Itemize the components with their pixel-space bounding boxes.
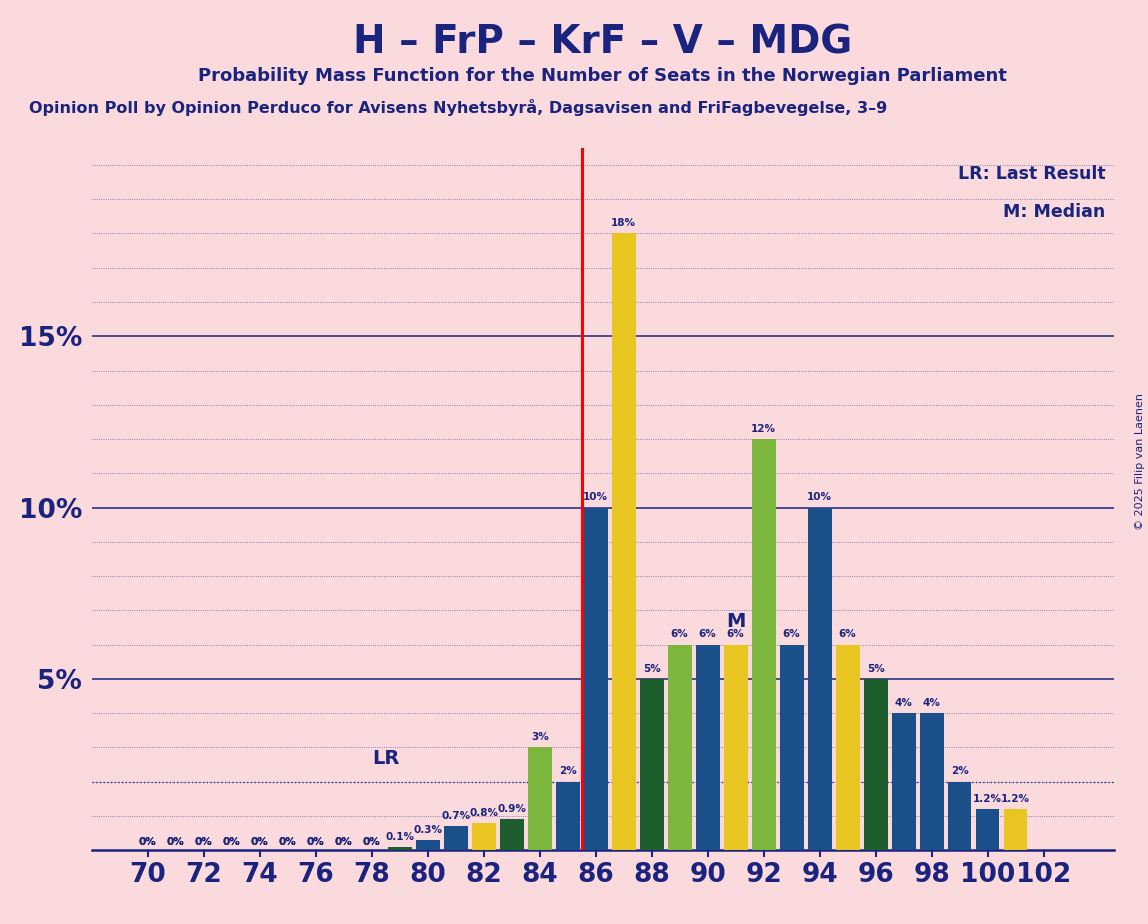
- Text: 0%: 0%: [307, 837, 325, 847]
- Text: 10%: 10%: [807, 492, 832, 503]
- Text: M: M: [726, 612, 745, 631]
- Text: 6%: 6%: [699, 629, 716, 639]
- Text: 0%: 0%: [279, 837, 296, 847]
- Bar: [779, 645, 804, 850]
- Text: 0.7%: 0.7%: [441, 811, 471, 821]
- Text: H – FrP – KrF – V – MDG: H – FrP – KrF – V – MDG: [354, 23, 852, 61]
- Text: 1.2%: 1.2%: [974, 794, 1002, 804]
- Bar: [556, 782, 580, 850]
- Text: 0%: 0%: [363, 837, 381, 847]
- Bar: [388, 846, 412, 850]
- Bar: [723, 645, 747, 850]
- Bar: [584, 507, 607, 850]
- Bar: [499, 820, 523, 850]
- Text: 4%: 4%: [894, 698, 913, 708]
- Bar: [612, 234, 636, 850]
- Text: LR: Last Result: LR: Last Result: [957, 165, 1106, 183]
- Text: 0.9%: 0.9%: [497, 804, 526, 814]
- Text: 0%: 0%: [251, 837, 269, 847]
- Text: M: Median: M: Median: [1003, 202, 1106, 221]
- Text: 3%: 3%: [530, 732, 549, 742]
- Text: 1.2%: 1.2%: [1001, 794, 1030, 804]
- Text: 0%: 0%: [139, 837, 156, 847]
- Bar: [639, 679, 664, 850]
- Text: 0%: 0%: [279, 837, 296, 847]
- Bar: [696, 645, 720, 850]
- Text: 0%: 0%: [223, 837, 241, 847]
- Bar: [752, 439, 776, 850]
- Text: 6%: 6%: [727, 629, 745, 639]
- Bar: [668, 645, 691, 850]
- Text: 2%: 2%: [559, 766, 576, 776]
- Text: 0%: 0%: [139, 837, 156, 847]
- Text: 0%: 0%: [166, 837, 185, 847]
- Bar: [976, 809, 1000, 850]
- Bar: [863, 679, 887, 850]
- Text: 5%: 5%: [643, 663, 660, 674]
- Text: 6%: 6%: [783, 629, 800, 639]
- Text: 2%: 2%: [951, 766, 969, 776]
- Text: 0%: 0%: [307, 837, 325, 847]
- Bar: [444, 826, 467, 850]
- Text: 10%: 10%: [583, 492, 608, 503]
- Bar: [1003, 809, 1027, 850]
- Text: 6%: 6%: [670, 629, 689, 639]
- Text: 0%: 0%: [223, 837, 241, 847]
- Text: 5%: 5%: [867, 663, 884, 674]
- Text: 0.1%: 0.1%: [386, 832, 414, 842]
- Text: LR: LR: [372, 748, 400, 768]
- Text: 0%: 0%: [195, 837, 212, 847]
- Bar: [948, 782, 971, 850]
- Text: Opinion Poll by Opinion Perduco for Avisens Nyhetsbyrå, Dagsavisen and FriFagbev: Opinion Poll by Opinion Perduco for Avis…: [29, 99, 887, 116]
- Text: 0%: 0%: [335, 837, 352, 847]
- Text: © 2025 Filip van Laenen: © 2025 Filip van Laenen: [1134, 394, 1145, 530]
- Text: 12%: 12%: [751, 424, 776, 434]
- Text: 0.8%: 0.8%: [470, 808, 498, 818]
- Bar: [528, 748, 551, 850]
- Bar: [920, 713, 944, 850]
- Bar: [472, 822, 496, 850]
- Text: 0%: 0%: [335, 837, 352, 847]
- Text: 0%: 0%: [195, 837, 212, 847]
- Bar: [416, 840, 440, 850]
- Text: 0.3%: 0.3%: [413, 824, 442, 834]
- Text: 4%: 4%: [923, 698, 940, 708]
- Text: Probability Mass Function for the Number of Seats in the Norwegian Parliament: Probability Mass Function for the Number…: [199, 67, 1007, 84]
- Text: 18%: 18%: [611, 218, 636, 228]
- Text: 0%: 0%: [363, 837, 381, 847]
- Bar: [892, 713, 915, 850]
- Text: 0%: 0%: [166, 837, 185, 847]
- Bar: [836, 645, 860, 850]
- Bar: [808, 507, 831, 850]
- Text: 6%: 6%: [839, 629, 856, 639]
- Text: 0%: 0%: [251, 837, 269, 847]
